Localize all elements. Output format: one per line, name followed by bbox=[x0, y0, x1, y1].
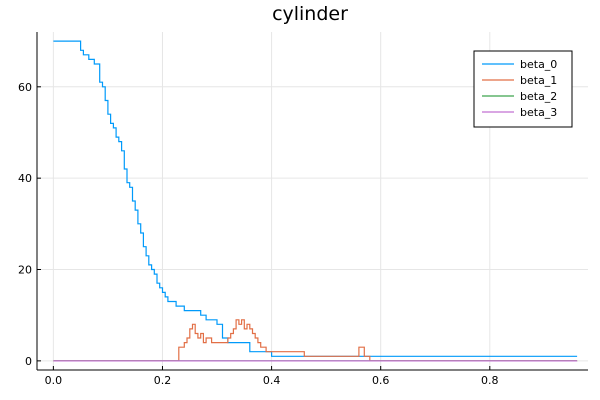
y-tick-label: 60 bbox=[18, 81, 32, 94]
series-lines bbox=[53, 40, 578, 362]
legend-label-beta_0: beta_0 bbox=[520, 58, 557, 71]
x-tick-label: 0.0 bbox=[45, 374, 63, 387]
series-line-beta_0 bbox=[53, 40, 578, 357]
x-tick-label: 0.8 bbox=[481, 374, 499, 387]
legend-label-beta_1: beta_1 bbox=[520, 74, 557, 87]
chart-title: cylinder bbox=[272, 3, 348, 25]
legend-label-beta_2: beta_2 bbox=[520, 90, 557, 103]
y-tick-label: 40 bbox=[18, 172, 32, 185]
legend-label-beta_3: beta_3 bbox=[520, 106, 557, 119]
axes bbox=[36, 32, 588, 371]
x-tick-label: 0.6 bbox=[372, 374, 390, 387]
y-tick-label: 20 bbox=[18, 264, 32, 277]
x-tick-label: 0.2 bbox=[154, 374, 172, 387]
x-tick-label: 0.4 bbox=[263, 374, 281, 387]
legend: beta_0 beta_1 beta_2 beta_3 bbox=[473, 50, 573, 128]
tick-labels: 0.0 0.2 0.4 0.6 0.8 0 20 40 60 bbox=[18, 81, 499, 387]
y-tick-label: 0 bbox=[25, 355, 32, 368]
series-line-beta_1 bbox=[53, 319, 578, 362]
